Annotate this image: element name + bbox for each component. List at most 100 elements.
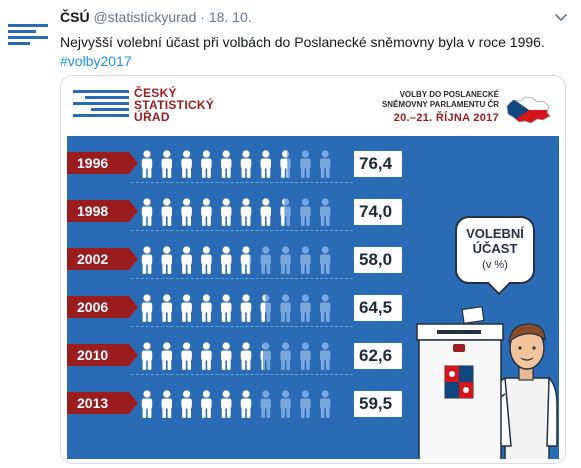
row-divider <box>131 230 353 231</box>
turnout-row: 2010 62,6 <box>67 340 559 375</box>
person-figure <box>320 390 331 418</box>
person-figure <box>161 294 172 322</box>
previous-tweet-edge <box>0 0 581 4</box>
person-figure <box>201 150 212 178</box>
year-label: 2002 <box>67 248 138 270</box>
person-figure <box>320 342 331 370</box>
turnout-value: 76,4 <box>354 151 402 177</box>
person-figure <box>141 150 153 178</box>
person-figure <box>141 294 153 322</box>
person-figure <box>280 246 291 274</box>
bubble-line1: VOLEBNÍ <box>466 226 524 241</box>
person-figure <box>240 294 252 322</box>
person-figure <box>161 198 172 226</box>
person-figure <box>300 150 311 178</box>
person-figure <box>240 390 252 418</box>
person-figure <box>221 150 232 178</box>
person-figure <box>260 390 271 418</box>
turnout-figures <box>141 342 331 370</box>
person-figure <box>161 342 172 370</box>
person-figure <box>141 342 153 370</box>
chevron-down-icon[interactable] <box>553 9 569 25</box>
person-figure <box>201 246 212 274</box>
person-figure <box>181 150 192 178</box>
person-figure <box>320 150 331 178</box>
turnout-figures <box>141 198 331 226</box>
tweet-date[interactable]: 18. 10. <box>208 9 252 25</box>
turnout-row: 1998 74,0 <box>67 196 559 231</box>
person-figure <box>300 246 311 274</box>
turnout-figures <box>141 390 331 418</box>
person-figure <box>300 390 311 418</box>
election-line2: SNĚMOVNY PARLAMENTU ČR <box>381 100 499 109</box>
person-figure <box>240 150 252 178</box>
person-figure <box>201 342 212 370</box>
turnout-value: 64,5 <box>354 295 402 321</box>
author-name[interactable]: ČSÚ <box>60 9 90 25</box>
turnout-row: 2002 58,0 <box>67 244 559 279</box>
person-figure <box>280 294 291 322</box>
person-figure <box>280 150 291 178</box>
person-figure <box>221 294 232 322</box>
year-label: 2013 <box>67 392 138 414</box>
hashtag-link[interactable]: #volby2017 <box>60 53 132 69</box>
election-line1: VOLBY DO POSLANECKÉ <box>399 90 499 99</box>
person-figure <box>260 294 271 322</box>
person-figure <box>181 294 192 322</box>
person-figure <box>161 390 172 418</box>
year-label: 1996 <box>67 152 138 174</box>
voter-ballot-box-illustration <box>416 305 558 459</box>
turnout-figures <box>141 246 331 274</box>
row-divider <box>131 278 353 279</box>
person-figure <box>260 198 271 226</box>
person-figure <box>260 246 271 274</box>
person-figure <box>221 342 232 370</box>
ballot-box <box>416 323 504 459</box>
person-figure <box>240 342 252 370</box>
turnout-value: 58,0 <box>354 247 402 273</box>
person-figure <box>161 246 172 274</box>
person-figure <box>221 198 232 226</box>
person-figure <box>280 390 291 418</box>
person-figure <box>141 246 153 274</box>
year-label: 1998 <box>67 200 138 222</box>
person-figure <box>201 390 212 418</box>
person-figure <box>141 390 153 418</box>
turnout-row: 2006 64,5 <box>67 292 559 327</box>
election-title: VOLBY DO POSLANECKÉ SNĚMOVNY PARLAMENTU … <box>381 90 499 124</box>
person-figure <box>240 246 252 274</box>
row-divider <box>131 374 353 375</box>
person-figure <box>201 294 212 322</box>
author-handle[interactable]: @statistickyurad <box>93 9 197 25</box>
header-separator: · <box>200 9 205 25</box>
person-figure <box>320 294 331 322</box>
turnout-value: 59,5 <box>354 391 402 417</box>
czech-map-flag-icon <box>506 96 551 124</box>
bubble-line2: ÚČAST <box>472 241 518 256</box>
person-figure <box>141 198 153 226</box>
row-divider <box>131 326 353 327</box>
person-figure <box>280 198 291 226</box>
person-figure <box>280 342 291 370</box>
turnout-panel: 1996 76,4 1998 74,0 2002 58,0 2006 64,5 2010 62,6… <box>67 136 559 459</box>
csu-logo-icon[interactable] <box>8 22 48 50</box>
turnout-figures <box>141 150 331 178</box>
person-figure <box>161 150 172 178</box>
person-figure <box>240 198 252 226</box>
turnout-figures <box>141 294 331 322</box>
person-figure <box>201 198 212 226</box>
year-label: 2010 <box>67 344 138 366</box>
turnout-value: 74,0 <box>354 199 402 225</box>
year-label: 2006 <box>67 296 138 318</box>
wordmark-line: STATISTICKÝ <box>134 98 215 112</box>
election-dates: 20.–21. ŘÍJNA 2017 <box>393 112 499 124</box>
person-figure <box>181 246 192 274</box>
person-figure <box>221 246 232 274</box>
person-figure <box>181 390 192 418</box>
tweet-text: Nejvyšší volební účast při volbách do Po… <box>60 34 545 50</box>
person-figure <box>300 294 311 322</box>
person-figure <box>320 198 331 226</box>
infographic-image[interactable]: ČESKÝ STATISTICKÝ ÚŘAD VOLBY DO POSLANEC… <box>60 75 566 464</box>
infographic-banner: ČESKÝ STATISTICKÝ ÚŘAD VOLBY DO POSLANEC… <box>67 82 559 134</box>
